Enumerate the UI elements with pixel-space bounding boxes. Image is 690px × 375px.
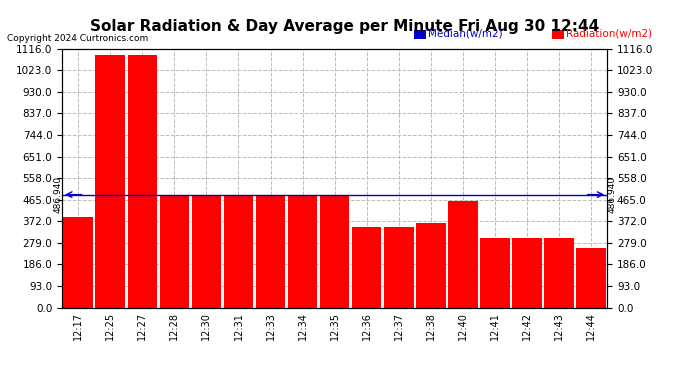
Bar: [448, 201, 477, 308]
Bar: [544, 238, 574, 308]
Bar: [288, 195, 317, 308]
Bar: [320, 195, 349, 308]
Text: 486.940: 486.940: [607, 176, 616, 213]
Bar: [416, 223, 446, 308]
Bar: [256, 195, 285, 308]
Bar: [384, 227, 413, 308]
Bar: [63, 217, 93, 308]
Bar: [128, 55, 157, 308]
Bar: [224, 195, 253, 308]
Bar: [480, 238, 510, 308]
Text: 486.940: 486.940: [53, 176, 62, 213]
Bar: [192, 195, 221, 308]
Bar: [159, 195, 189, 308]
Bar: [95, 55, 125, 308]
Text: Radiation(w/m2): Radiation(w/m2): [566, 28, 652, 38]
Bar: [512, 238, 542, 308]
Text: Solar Radiation & Day Average per Minute Fri Aug 30 12:44: Solar Radiation & Day Average per Minute…: [90, 19, 600, 34]
Text: Copyright 2024 Curtronics.com: Copyright 2024 Curtronics.com: [7, 34, 148, 43]
Bar: [352, 227, 382, 308]
Text: Median(w/m2): Median(w/m2): [428, 28, 502, 38]
Bar: [576, 248, 606, 308]
